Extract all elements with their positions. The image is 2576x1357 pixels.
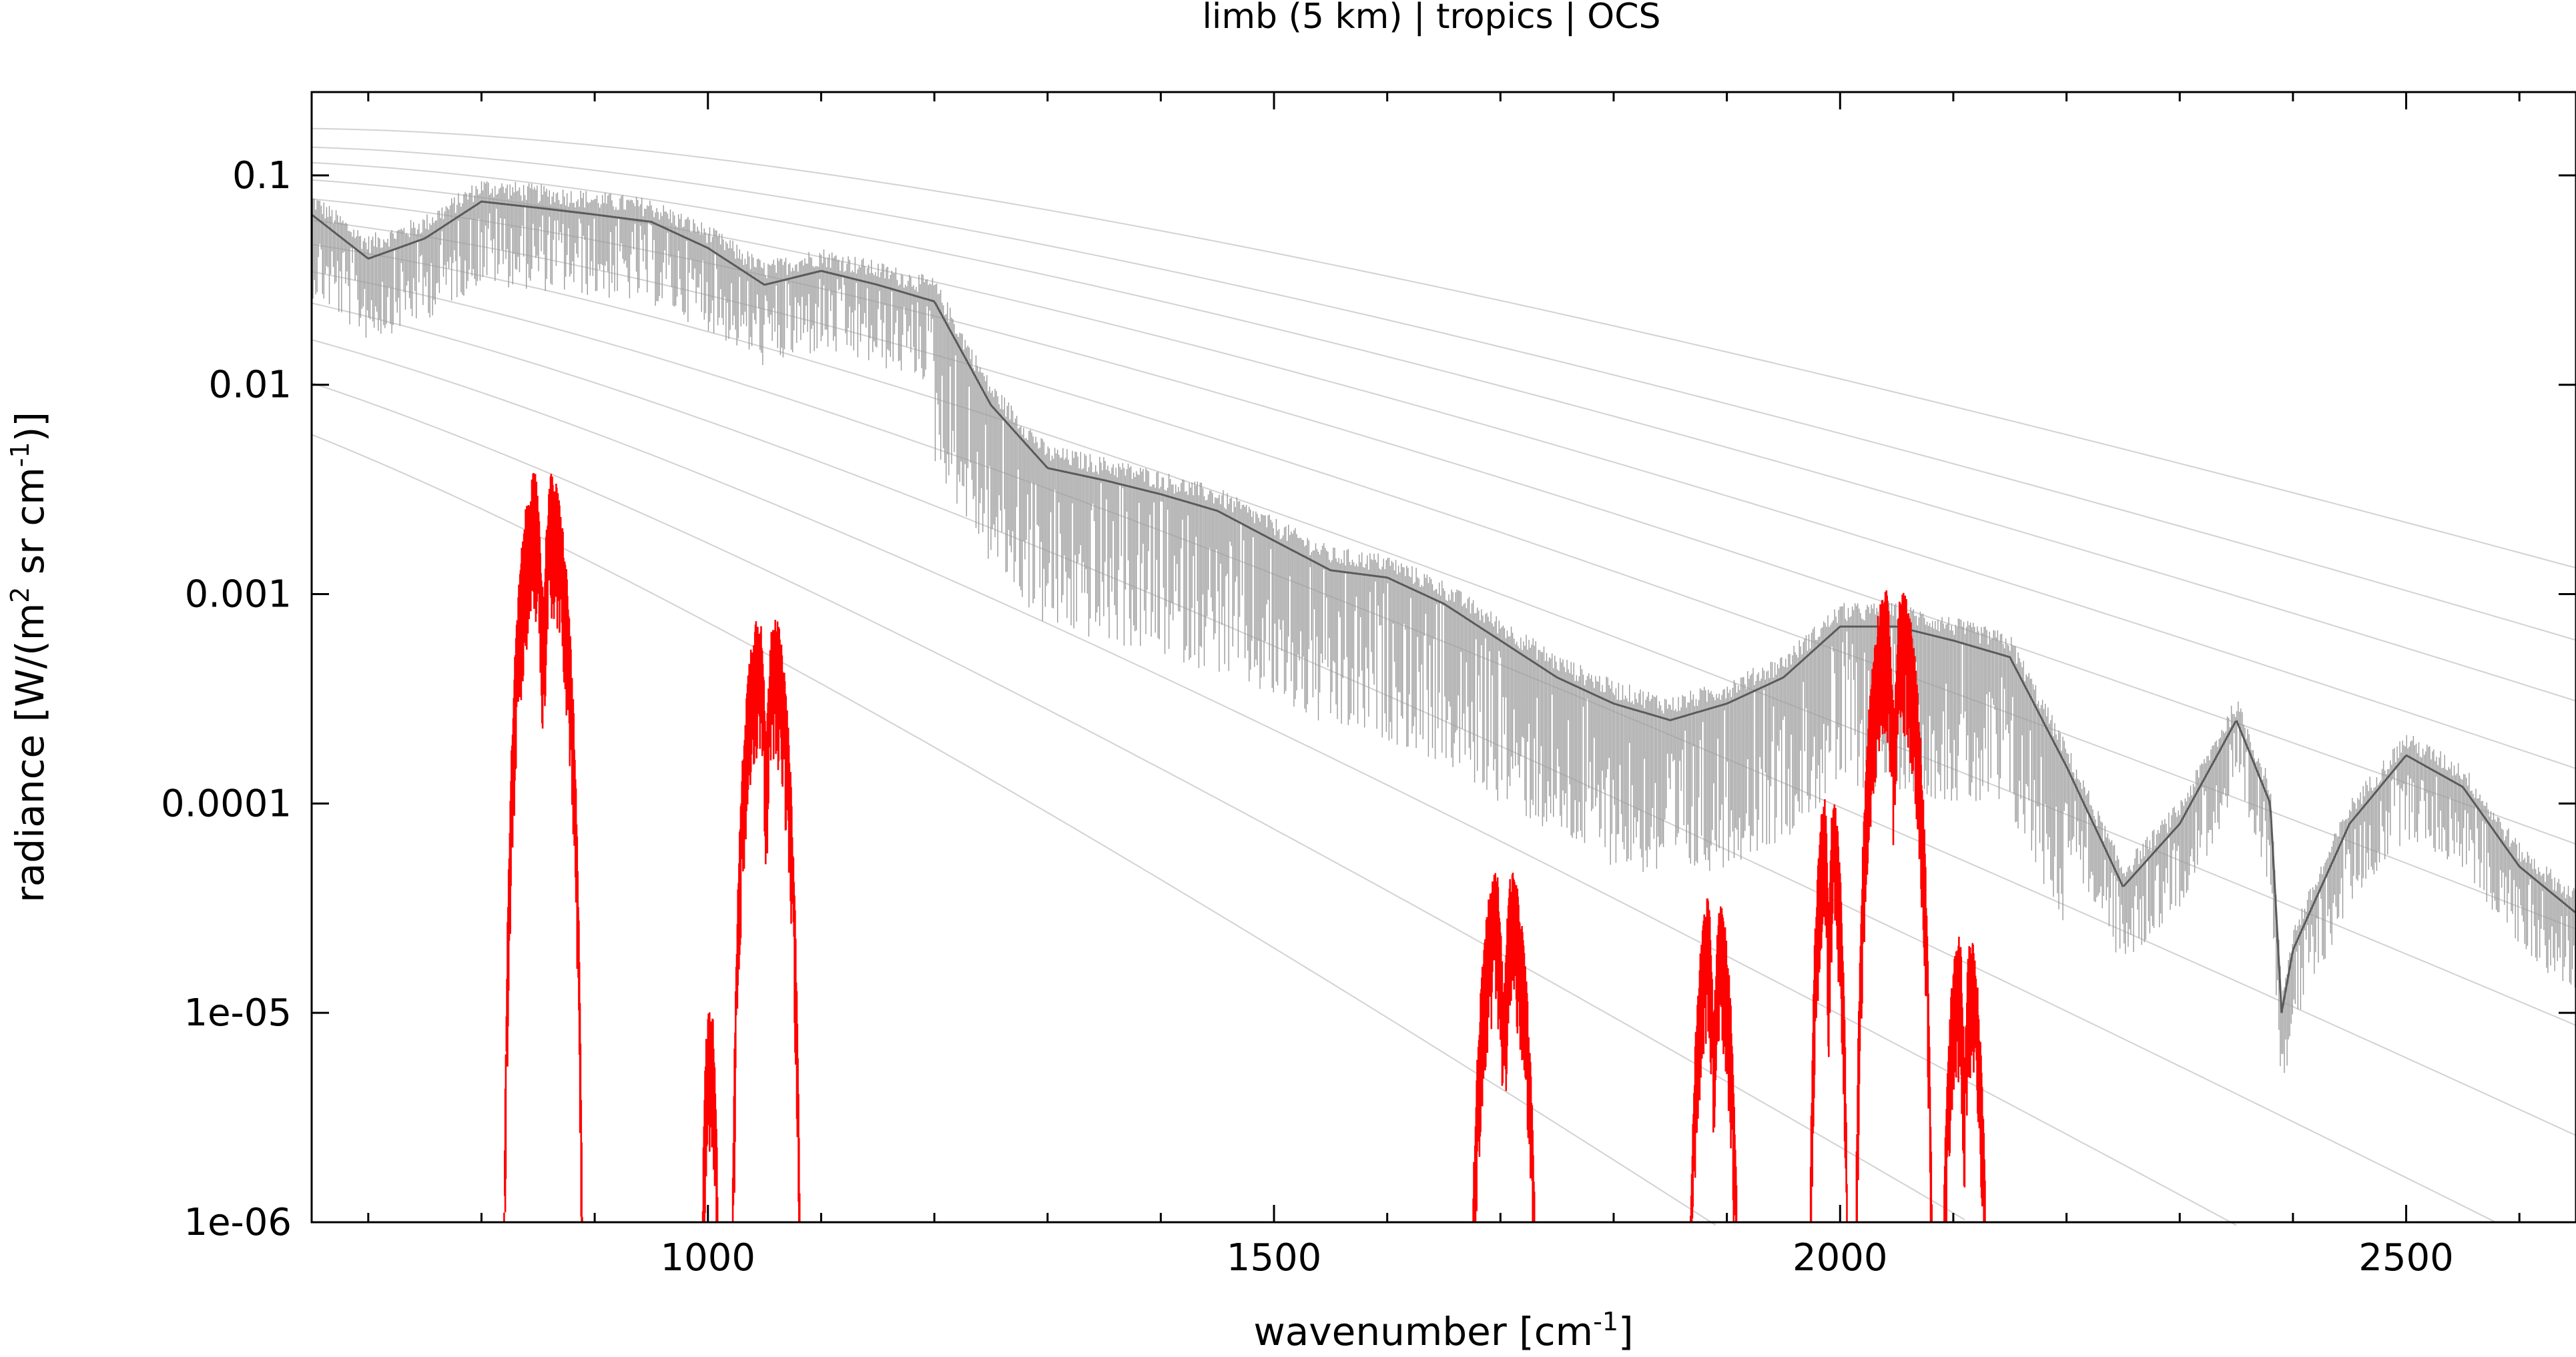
y-tick-label: 1e-06 xyxy=(184,1201,292,1244)
radiance-line-structure xyxy=(311,181,2576,1073)
axis-ticks xyxy=(312,92,2576,1224)
ocs-band xyxy=(1809,799,1848,1222)
y-axis-label: radiance [W/(m2 sr cm-1)] xyxy=(5,412,53,903)
ocs-band xyxy=(503,473,583,1222)
total-radiance-series xyxy=(311,181,2576,1073)
x-tick-label: 1000 xyxy=(661,1236,756,1280)
y-tick-label: 0.01 xyxy=(208,364,292,407)
planck-curve xyxy=(311,382,1965,1220)
x-tick-label: 1500 xyxy=(1227,1236,1322,1280)
planck-curve xyxy=(311,146,2576,641)
planck-curve xyxy=(311,244,2576,1026)
x-tick-labels: 1000 1500 2000 2500 xyxy=(661,1236,2454,1280)
ocs-band xyxy=(1943,937,1986,1222)
plot-frame xyxy=(310,91,2576,1224)
planck-reference-curves xyxy=(311,127,2576,1226)
ocs-band xyxy=(1855,590,1933,1222)
ocs-band xyxy=(731,620,801,1222)
y-tick-label: 0.001 xyxy=(185,573,292,616)
planck-curve xyxy=(311,127,2576,569)
x-tick-label: 2500 xyxy=(2358,1236,2454,1280)
y-tick-label: 1e-05 xyxy=(184,991,292,1035)
planck-curve xyxy=(311,161,2576,702)
ocs-band xyxy=(1690,898,1738,1222)
y-tick-labels: 0.1 0.01 0.001 0.0001 1e-05 1e-06 xyxy=(161,154,292,1244)
x-tick-label: 2000 xyxy=(1793,1236,1888,1280)
planck-curve xyxy=(311,179,2576,769)
ocs-band xyxy=(701,1012,719,1222)
planck-curve xyxy=(311,302,2497,1224)
y-tick-label: 0.0001 xyxy=(161,782,292,825)
ocs-band xyxy=(1472,873,1536,1222)
radiance-envelope-line xyxy=(311,200,2576,1013)
ocs-radiance-series xyxy=(503,473,1986,1222)
planck-curve xyxy=(311,219,2576,930)
x-axis-label: wavenumber [cm-1] xyxy=(1253,1307,1633,1354)
planck-curve xyxy=(311,271,2576,1136)
planck-curve xyxy=(311,339,2237,1226)
y-tick-label: 0.1 xyxy=(232,154,292,197)
chart-title: limb (5 km) | tropics | OCS xyxy=(1202,0,1660,37)
